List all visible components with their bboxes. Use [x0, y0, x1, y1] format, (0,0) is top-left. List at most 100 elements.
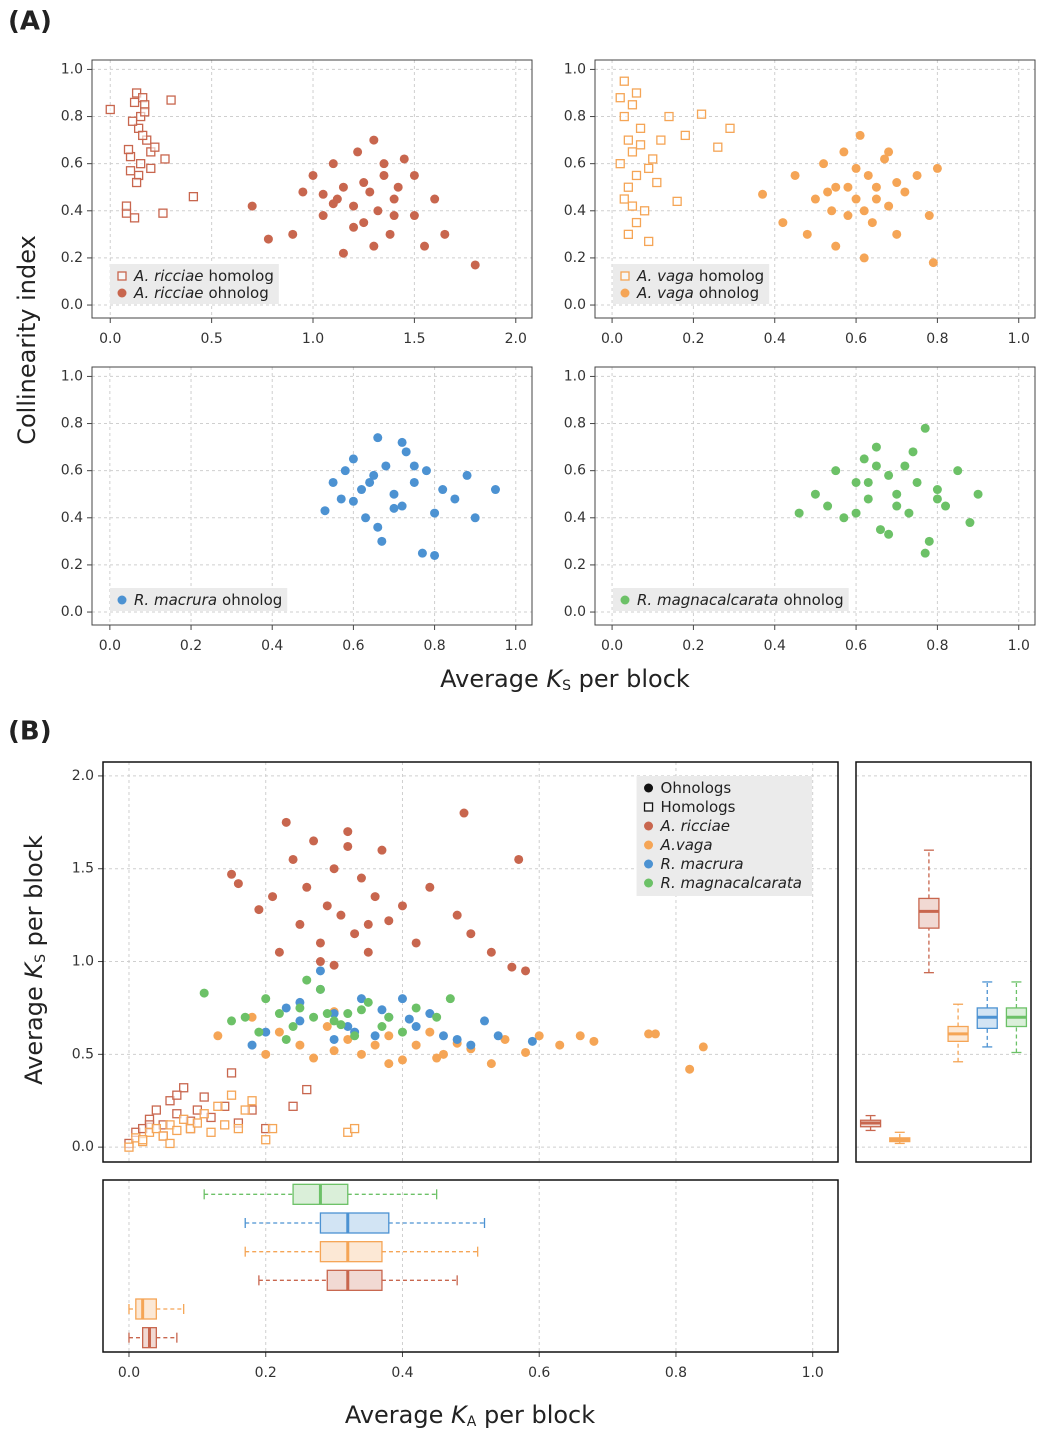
y-tick-label: 0.6: [564, 156, 586, 172]
point: [863, 170, 873, 180]
point: [329, 960, 339, 970]
x-tick-label: 0.4: [764, 638, 786, 654]
point: [267, 1123, 278, 1134]
point: [839, 513, 849, 523]
legend-text: R. magnacalcarata: [661, 874, 802, 892]
point: [672, 196, 682, 207]
point: [309, 1053, 319, 1063]
point: [432, 1053, 442, 1063]
point: [411, 1022, 421, 1032]
point: [631, 170, 642, 181]
point: [493, 1031, 503, 1041]
point: [158, 208, 168, 218]
point: [329, 1016, 339, 1026]
point: [179, 1083, 189, 1093]
x-tick-label: 0.0: [99, 638, 121, 654]
point: [315, 938, 325, 948]
point: [295, 1040, 305, 1050]
legend-marker: [644, 783, 654, 793]
point: [320, 506, 330, 516]
point: [240, 1012, 250, 1022]
point: [328, 159, 338, 169]
point: [370, 1040, 380, 1050]
point: [172, 1125, 182, 1136]
plot-frame: [91, 59, 533, 319]
point: [160, 154, 170, 164]
point: [281, 1034, 291, 1044]
point: [336, 494, 346, 504]
point: [254, 905, 264, 915]
y-tick-label: 0.4: [61, 510, 83, 526]
point: [322, 1022, 332, 1032]
label-subscript: S: [33, 954, 49, 963]
point: [965, 518, 975, 528]
point: [125, 166, 136, 176]
point: [615, 159, 625, 169]
axis-label: Average KS per block: [20, 835, 49, 1085]
legend: A. ricciae homolog A. ricciae ohnolog: [110, 264, 279, 304]
box: [319, 1241, 383, 1263]
legend-marker: [620, 271, 630, 281]
point: [261, 994, 271, 1004]
x-tick-label: 0.4: [764, 331, 786, 347]
point: [377, 536, 387, 546]
point: [514, 854, 524, 864]
point: [338, 182, 348, 192]
y-axis-label: Collinearity index: [13, 235, 41, 445]
legend-box: [636, 776, 812, 896]
point: [377, 1005, 387, 1015]
point: [261, 1049, 271, 1059]
point: [131, 177, 142, 188]
point: [430, 508, 440, 518]
point: [843, 211, 853, 221]
legend-label: R. macrura: [661, 855, 744, 873]
point: [370, 1031, 380, 1041]
point: [867, 218, 877, 228]
x-tick-label: 1.0: [1008, 331, 1030, 347]
point: [129, 213, 140, 223]
point: [172, 1090, 182, 1100]
point: [261, 1027, 271, 1037]
plot-frame: [102, 761, 839, 1163]
point: [430, 194, 440, 204]
legend-text: A. ricciae: [133, 284, 204, 302]
x-tick-label: 1.5: [403, 331, 425, 347]
point: [329, 1034, 339, 1044]
legend-marker: [117, 288, 127, 298]
point: [589, 1036, 599, 1046]
point: [466, 929, 476, 939]
point: [627, 201, 638, 211]
point: [288, 1022, 298, 1032]
x-tick-label: 0.6: [845, 638, 867, 654]
point: [172, 1109, 182, 1119]
point: [227, 869, 237, 879]
point: [397, 901, 407, 911]
axis-label: Average KA per block: [345, 1401, 595, 1430]
point: [409, 477, 419, 487]
point: [397, 1055, 407, 1065]
point: [338, 248, 348, 258]
point: [486, 947, 496, 957]
legend-text: ohnolog: [209, 284, 269, 302]
point: [127, 116, 138, 126]
point: [459, 808, 469, 818]
point: [397, 437, 407, 447]
point: [644, 236, 654, 247]
legend-text: ohnolog: [783, 591, 843, 609]
legend-text: R. magnacalcarata: [637, 591, 778, 609]
point: [247, 1040, 257, 1050]
point: [381, 461, 391, 471]
point: [823, 501, 833, 511]
point: [409, 211, 419, 221]
point: [138, 130, 148, 141]
point: [315, 984, 325, 994]
point: [363, 947, 373, 957]
axis-label: Average KS per block: [440, 665, 690, 694]
y-tick-label: 0.2: [61, 250, 83, 266]
point: [409, 170, 419, 180]
point: [802, 229, 812, 239]
point: [315, 957, 325, 967]
point: [349, 222, 359, 232]
point: [389, 503, 399, 513]
point: [892, 229, 902, 239]
